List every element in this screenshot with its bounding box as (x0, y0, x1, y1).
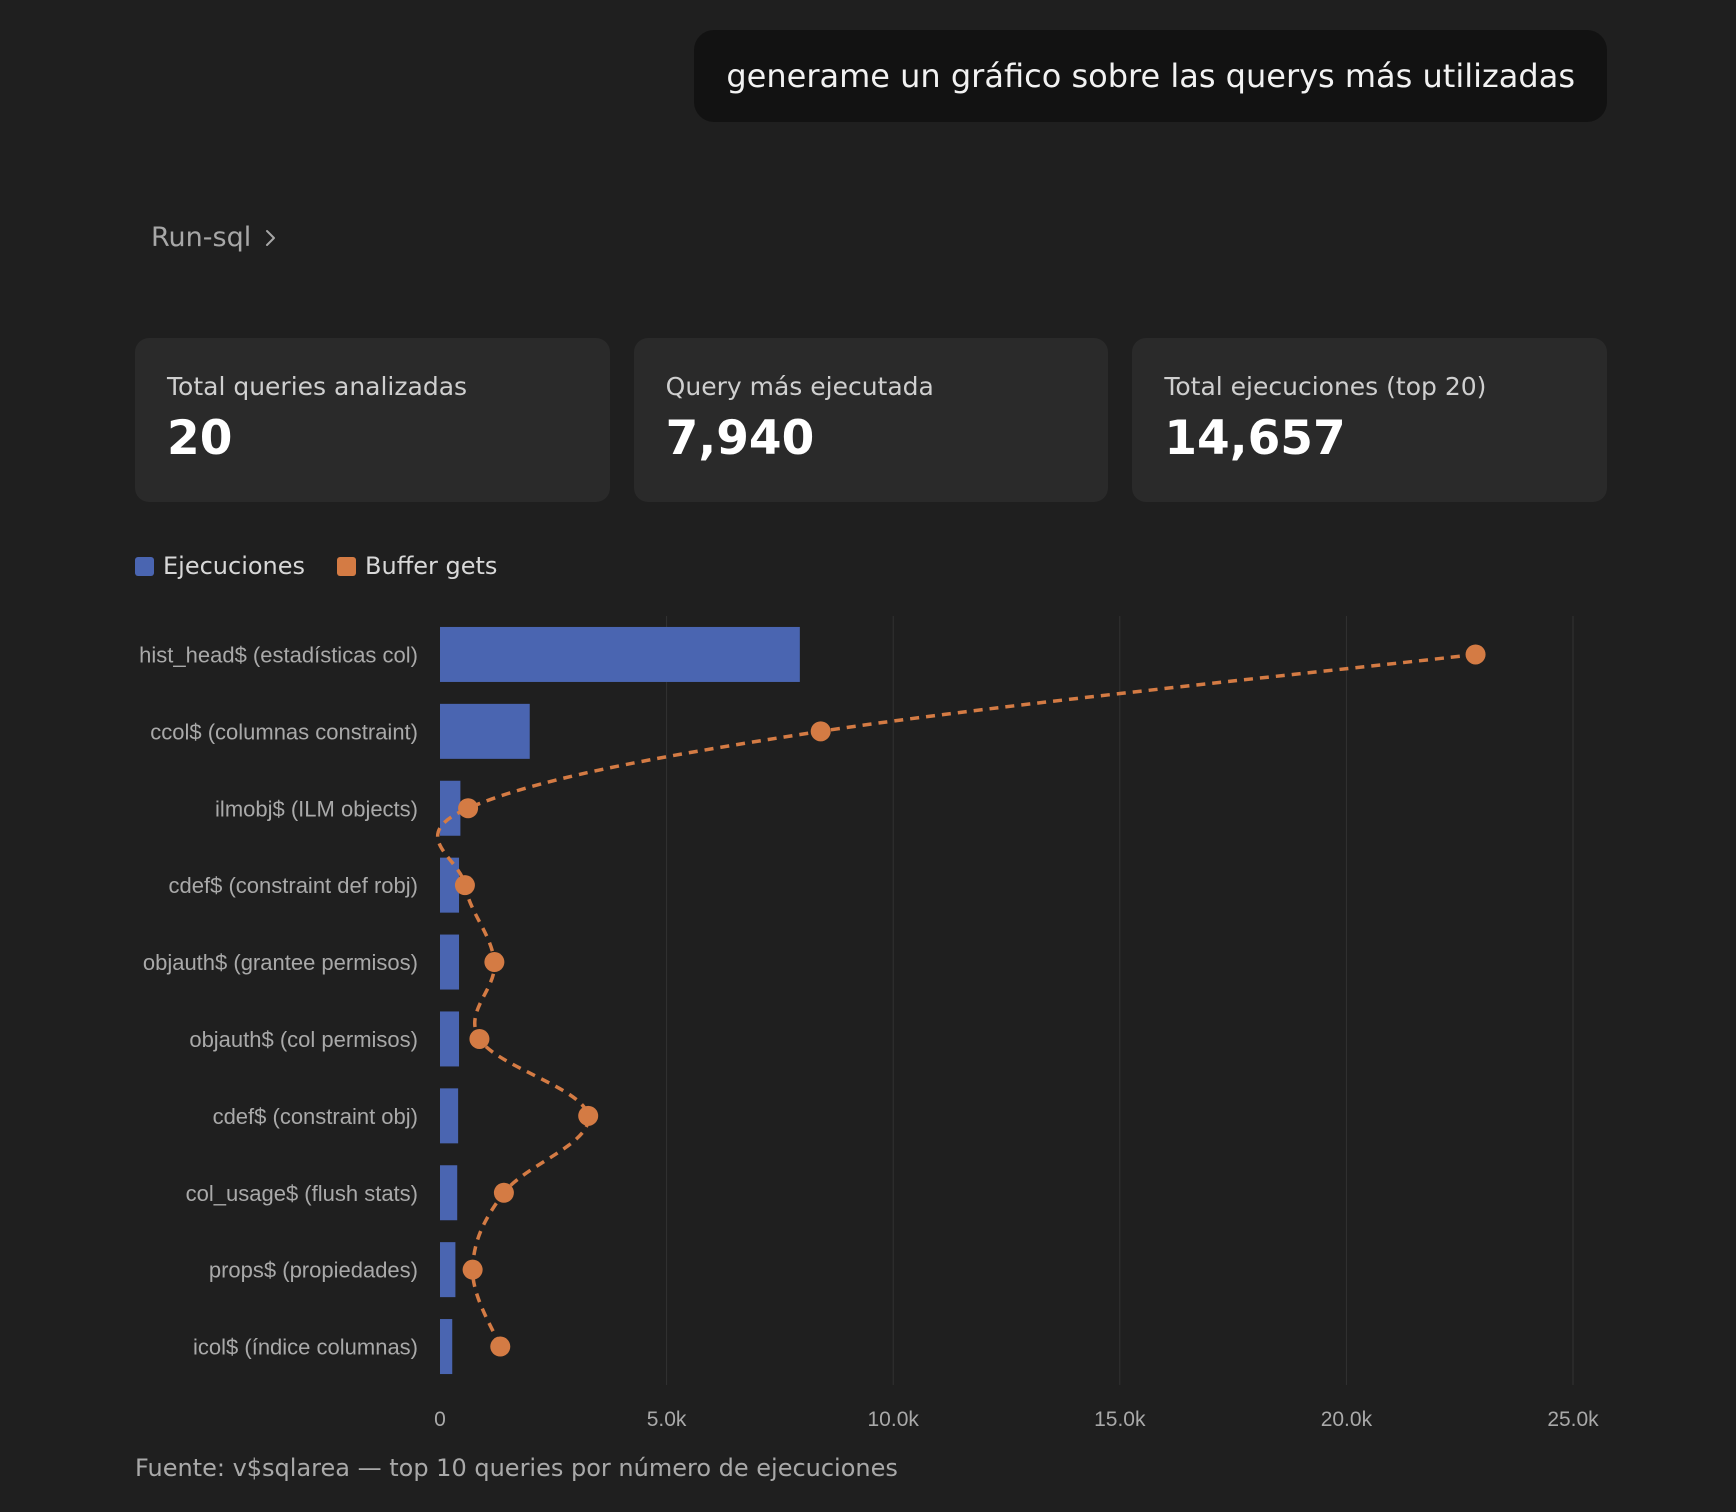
tool-call-toggle[interactable]: Run-sql (151, 222, 277, 253)
tool-call-label: Run-sql (151, 222, 252, 253)
chevron-right-icon (265, 229, 277, 247)
bar-ejecuciones (440, 1242, 456, 1298)
legend-swatch-line (337, 556, 357, 576)
y-category-label: hist_head$ (estadísticas col) (139, 642, 418, 667)
user-prompt-bubble: generame un gráfico sobre las querys más… (694, 30, 1607, 122)
kpi-card-total-queries: Total queries analizadas 20 (135, 338, 610, 502)
chart-legend: Ejecuciones Buffer gets (135, 552, 497, 580)
x-tick-label: 5.0k (647, 1408, 687, 1431)
kpi-label: Total ejecuciones (top 20) (1164, 372, 1487, 401)
point-buffer-gets (1465, 644, 1486, 665)
x-tick-label: 15.0k (1094, 1408, 1146, 1431)
bar-ejecuciones (440, 1319, 453, 1375)
legend-swatch-bar (135, 556, 154, 576)
kpi-card-total-executions: Total ejecuciones (top 20) 14,657 (1132, 338, 1608, 502)
point-buffer-gets (484, 952, 505, 973)
bar-ejecuciones (440, 626, 800, 682)
y-category-label: objauth$ (grantee permisos) (143, 950, 418, 975)
x-tick-label: 20.0k (1321, 1408, 1373, 1431)
kpi-label: Query más ejecutada (665, 372, 934, 401)
point-buffer-gets (810, 721, 831, 742)
point-buffer-gets (469, 1028, 490, 1049)
point-buffer-gets (490, 1336, 511, 1357)
kpi-value: 14,657 (1164, 411, 1346, 466)
point-buffer-gets (458, 798, 479, 819)
legend-item-buffer-gets: Buffer gets (337, 552, 497, 580)
kpi-value: 7,940 (665, 411, 815, 466)
chart-caption: Fuente: v$sqlarea — top 10 queries por n… (135, 1454, 898, 1482)
x-tick-label: 25.0k (1547, 1408, 1599, 1431)
y-category-label: cdef$ (constraint obj) (213, 1104, 418, 1129)
bar-ejecuciones (440, 1088, 459, 1144)
point-buffer-gets (493, 1182, 514, 1203)
kpi-value: 20 (167, 411, 233, 466)
user-prompt-text: generame un gráfico sobre las querys más… (726, 57, 1575, 95)
bar-ejecuciones (440, 934, 460, 990)
y-category-label: ilmobj$ (ILM objects) (215, 796, 418, 821)
y-category-label: props$ (propiedades) (209, 1258, 418, 1283)
x-tick-label: 0 (434, 1408, 446, 1431)
point-buffer-gets (454, 875, 475, 896)
point-buffer-gets (578, 1105, 599, 1126)
kpi-cards: Total queries analizadas 20 Query más ej… (135, 338, 1608, 502)
y-category-label: ccol$ (columnas constraint) (150, 719, 418, 744)
bar-ejecuciones (440, 703, 530, 759)
legend-label: Ejecuciones (163, 552, 306, 580)
y-category-label: objauth$ (col permisos) (189, 1027, 418, 1052)
y-category-label: col_usage$ (flush stats) (186, 1181, 418, 1206)
bar-ejecuciones (440, 1011, 460, 1067)
legend-label: Buffer gets (365, 552, 498, 580)
legend-item-ejecuciones: Ejecuciones (135, 552, 305, 580)
bar-ejecuciones (440, 780, 461, 836)
bar-ejecuciones (440, 857, 460, 913)
kpi-card-top-query: Query más ejecutada 7,940 (633, 338, 1109, 502)
line-buffer-gets (436, 652, 1476, 1348)
kpi-label: Total queries analizadas (167, 372, 468, 401)
y-category-label: icol$ (índice columnas) (193, 1335, 418, 1360)
bar-ejecuciones (440, 1165, 458, 1221)
x-tick-label: 10.0k (868, 1408, 920, 1431)
y-category-label: cdef$ (constraint def robj) (169, 873, 418, 898)
point-buffer-gets (462, 1259, 483, 1280)
